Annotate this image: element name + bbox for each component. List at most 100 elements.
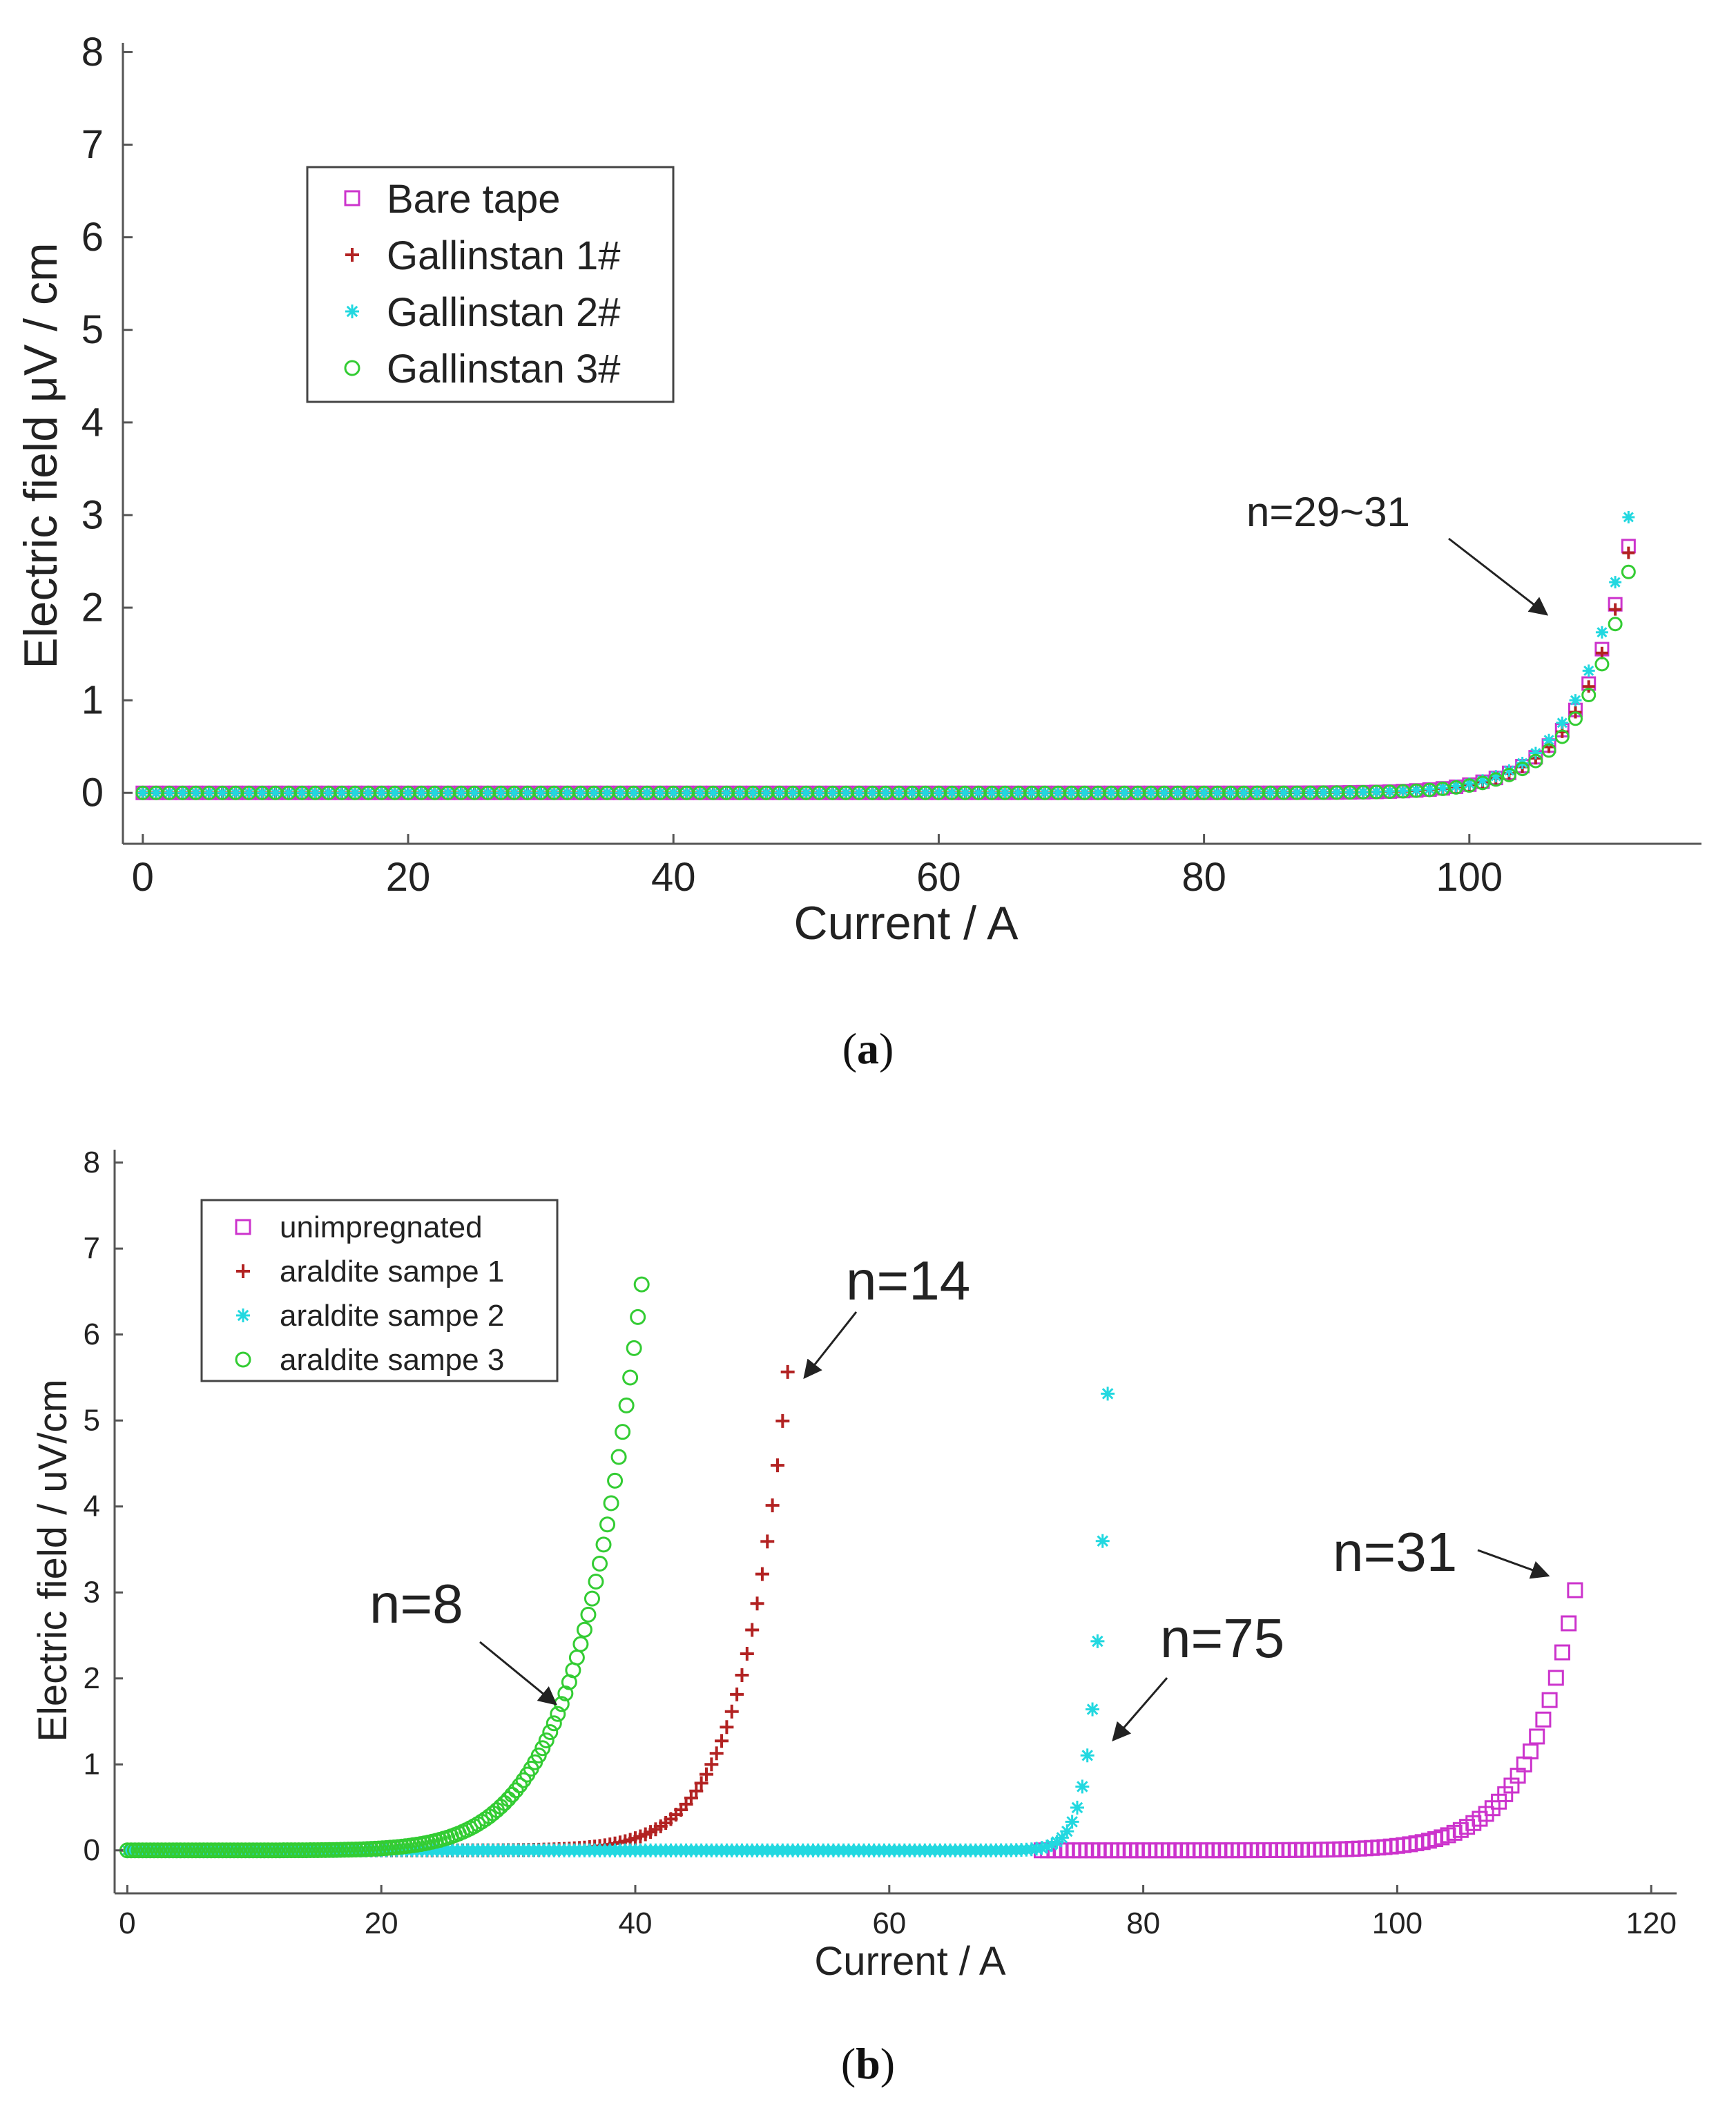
- data-point: [595, 1536, 612, 1553]
- data-point: [750, 1596, 764, 1611]
- data-point: [508, 1782, 524, 1799]
- data-point: [800, 786, 813, 800]
- data-point: [388, 786, 401, 800]
- x-tick-label: 80: [1182, 855, 1226, 900]
- data-point: [309, 786, 322, 800]
- data-point: [588, 1574, 604, 1590]
- x-tick-label: 120: [1626, 1906, 1677, 1940]
- data-point: [1224, 786, 1237, 800]
- data-point: [216, 786, 229, 800]
- data-point: [780, 1364, 795, 1379]
- data-point: [760, 1534, 775, 1549]
- data-point: [1476, 774, 1489, 787]
- data-point: [622, 1369, 639, 1386]
- data-point: [765, 1498, 780, 1513]
- data-point: [534, 786, 548, 800]
- panel-b-annotation-arrow: [1112, 1677, 1168, 1742]
- data-point: [599, 1516, 616, 1533]
- data-point: [1594, 657, 1610, 672]
- data-point: [1462, 778, 1477, 793]
- panel-b-annotation: n=14: [846, 1250, 970, 1311]
- data-point: [592, 1555, 608, 1572]
- data-point: [1075, 1779, 1090, 1794]
- data-point: [618, 1397, 635, 1413]
- legend-marker: [236, 1308, 250, 1322]
- data-point: [150, 786, 163, 800]
- data-point: [1118, 786, 1131, 800]
- data-point: [1423, 782, 1436, 795]
- y-tick-label: 5: [84, 1404, 100, 1438]
- data-point: [919, 786, 932, 800]
- data-point: [1343, 786, 1356, 799]
- series-gallinstan-2-: [136, 510, 1635, 800]
- data-point: [1523, 1743, 1539, 1759]
- data-point: [626, 1340, 642, 1356]
- x-tick-label: 40: [619, 1906, 653, 1940]
- data-point: [335, 786, 348, 800]
- data-point: [1211, 786, 1224, 800]
- data-point: [402, 786, 415, 800]
- data-point: [1090, 1634, 1105, 1648]
- data-point: [680, 786, 693, 800]
- data-point: [1449, 780, 1464, 795]
- series-araldite-sampe-3: [119, 1276, 650, 1859]
- x-tick-label: 0: [119, 1906, 135, 1940]
- data-point: [1370, 785, 1383, 798]
- data-point: [1475, 775, 1490, 791]
- data-point: [640, 786, 653, 800]
- y-tick-label: 6: [84, 1317, 100, 1351]
- data-point: [481, 786, 494, 800]
- data-point: [839, 786, 852, 800]
- data-point: [255, 786, 269, 800]
- data-point: [826, 786, 839, 800]
- data-point: [534, 1740, 551, 1757]
- data-point: [1171, 786, 1184, 800]
- data-point: [362, 786, 375, 800]
- data-point: [1622, 546, 1635, 559]
- data-point: [1595, 626, 1608, 639]
- data-point: [548, 786, 561, 800]
- data-point: [706, 786, 720, 800]
- data-point: [1034, 1841, 1049, 1855]
- data-point: [1529, 746, 1542, 760]
- y-tick-label: 3: [84, 1576, 100, 1610]
- data-point: [1291, 786, 1304, 800]
- data-point: [587, 786, 600, 800]
- data-point: [1568, 711, 1583, 726]
- data-point: [1529, 1728, 1545, 1745]
- data-point: [542, 1724, 559, 1741]
- data-point: [740, 1646, 754, 1661]
- data-point: [693, 786, 706, 800]
- data-point: [603, 1495, 619, 1512]
- data-point: [694, 1776, 708, 1790]
- panel-b-y-axis-label: Electric field / uV/cm: [30, 1379, 75, 1741]
- x-tick-label: 20: [386, 855, 431, 900]
- data-point: [615, 1424, 631, 1440]
- data-point: [746, 786, 760, 800]
- data-point: [1501, 767, 1516, 782]
- data-point: [866, 786, 879, 800]
- panel-b-annotation-arrow: [803, 1311, 858, 1380]
- data-point: [1449, 780, 1463, 793]
- data-point: [1488, 772, 1503, 787]
- data-point: [1569, 694, 1582, 707]
- data-point: [176, 786, 189, 800]
- data-point: [1357, 786, 1370, 799]
- data-point: [1608, 617, 1623, 632]
- data-point: [667, 786, 680, 800]
- data-point: [879, 786, 892, 800]
- legend-marker: [345, 305, 359, 318]
- data-point: [415, 786, 428, 800]
- data-point: [1554, 729, 1570, 744]
- series-unimpregnated: [1033, 1582, 1583, 1859]
- data-point: [296, 786, 309, 800]
- data-point: [1039, 1839, 1054, 1854]
- data-point: [574, 786, 587, 800]
- data-point: [1567, 1582, 1583, 1599]
- data-point: [630, 1308, 646, 1325]
- data-point: [1157, 786, 1170, 800]
- data-point: [1554, 1644, 1570, 1661]
- x-tick-label: 60: [872, 1906, 906, 1940]
- data-point: [1582, 664, 1595, 677]
- data-point: [538, 1732, 554, 1748]
